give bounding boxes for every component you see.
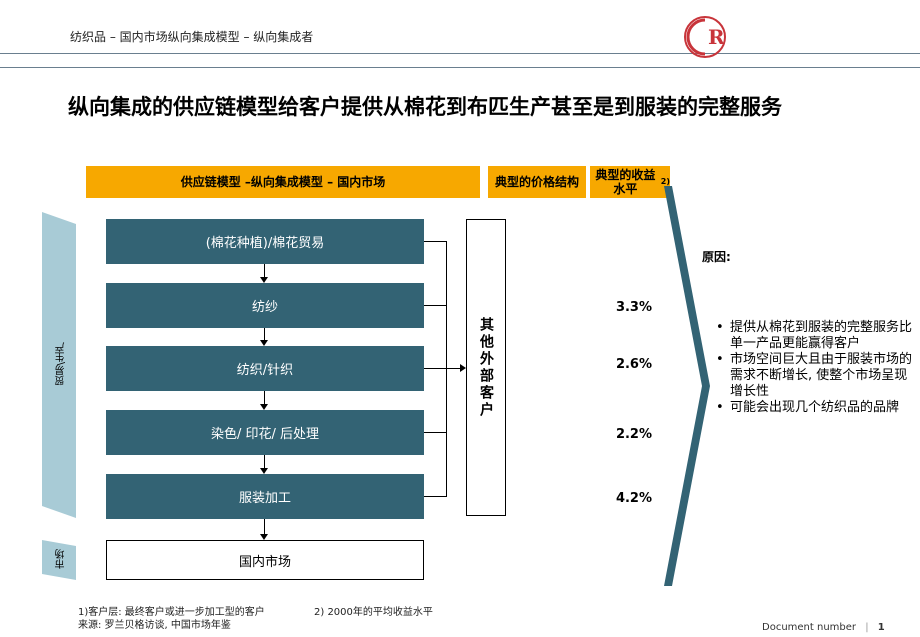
company-logo: R: [682, 14, 728, 60]
reason-item: 市场空间巨大且由于服装市场的需求不断增长, 使整个市场呈现增长性: [712, 352, 912, 400]
domestic-market-box: 国内市场: [106, 540, 424, 580]
column-header-price: 典型的价格结构: [488, 166, 586, 198]
flow-arrow-3: [260, 404, 268, 410]
margin-garment: 4.2%: [615, 491, 652, 506]
reasons-chevron: [664, 186, 710, 586]
reasons-label: 原因:: [702, 250, 731, 264]
flow-line-5: [264, 519, 265, 534]
margin-weaving: 2.6%: [615, 357, 652, 372]
flow-arrow-1: [260, 277, 268, 283]
source-note: 来源: 罗兰贝格访谈, 中国市场年鉴: [78, 620, 231, 631]
step-garment: 服装加工: [106, 474, 424, 519]
margin-spinning: 3.3%: [615, 300, 652, 315]
page-title: 纵向集成的供应链模型给客户提供从棉花到布匹生产甚至是到服装的完整服务: [68, 95, 782, 119]
step-spinning: 纺纱: [106, 283, 424, 328]
other-customers-box: 其他外部客户: [466, 219, 506, 516]
step-weaving: 纺织/针织: [106, 346, 424, 391]
document-number-label: Document number: [762, 622, 857, 633]
footnote-2: 2) 2000年的平均收益水平: [314, 607, 433, 618]
connector-5: [424, 496, 446, 497]
connector-2: [424, 305, 446, 306]
flow-line-1: [264, 264, 265, 277]
column-header-model: 供应链模型 –纵向集成模型 – 国内市场: [86, 166, 480, 198]
flow-arrow-4: [260, 468, 268, 474]
side-market: 市场: [42, 540, 76, 580]
connector-1: [424, 241, 446, 242]
column-header-margin-text: 典型的收益水平: [595, 168, 656, 196]
reason-item: 可能会出现几个纺织品的品牌: [712, 400, 912, 416]
logo-letter: R: [708, 25, 725, 49]
side-trade-production: 贸易\生产: [42, 212, 76, 518]
connector-trunk: [446, 241, 447, 497]
flow-line-3: [264, 391, 265, 404]
flow-arrow-2: [260, 340, 268, 346]
step-dyeing: 染色/ 印花/ 后处理: [106, 410, 424, 455]
side-trade-label: 贸易\生产: [56, 342, 67, 386]
connector-4: [424, 432, 446, 433]
flow-line-4: [264, 455, 265, 468]
other-customers-label: 其他外部客户: [478, 316, 494, 419]
margin-dyeing: 2.2%: [615, 427, 652, 442]
column-header-margin-sup: 2): [660, 177, 670, 186]
page-number: 1: [877, 622, 885, 633]
column-header-margin: 典型的收益水平 2): [590, 166, 670, 198]
side-market-label: 市场: [56, 549, 67, 569]
reason-item: 提供从棉花到服装的完整服务比单一产品更能赢得客户: [712, 320, 912, 352]
flow-arrow-5: [260, 534, 268, 540]
header-rule-top: [0, 53, 920, 54]
reasons-list: 提供从棉花到服装的完整服务比单一产品更能赢得客户 市场空间巨大且由于服装市场的需…: [712, 320, 912, 416]
footnote-1: 1)客户层: 最终客户或进一步加工型的客户: [78, 607, 265, 618]
document-number: Document number | 1: [762, 622, 885, 633]
connector-out: [446, 368, 460, 369]
flow-line-2: [264, 328, 265, 340]
footer-divider: |: [865, 622, 869, 633]
header-rule-bottom: [0, 67, 920, 68]
step-cotton-trade: (棉花种植)/棉花贸易: [106, 219, 424, 264]
connector-out-arrow: [460, 364, 466, 372]
breadcrumb: 纺织品 – 国内市场纵向集成模型 – 纵向集成者: [70, 30, 314, 44]
connector-3: [424, 368, 446, 369]
